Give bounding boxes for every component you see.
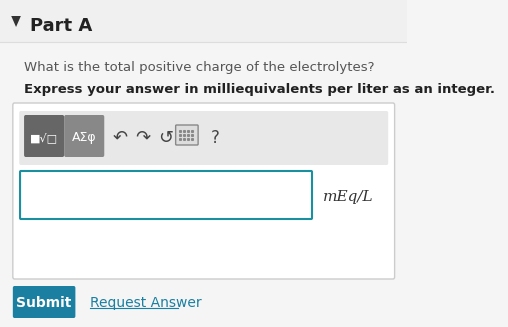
Text: ■√□: ■√□ (30, 133, 58, 143)
Text: Part A: Part A (30, 17, 93, 35)
FancyBboxPatch shape (64, 115, 104, 157)
Polygon shape (11, 16, 21, 27)
Text: ↶: ↶ (113, 129, 128, 147)
FancyBboxPatch shape (24, 115, 64, 157)
Text: ↺: ↺ (157, 129, 173, 147)
FancyBboxPatch shape (176, 125, 198, 145)
FancyBboxPatch shape (19, 111, 388, 165)
Text: AΣφ: AΣφ (72, 131, 97, 145)
FancyBboxPatch shape (20, 171, 312, 219)
Text: What is the total positive charge of the electrolytes?: What is the total positive charge of the… (24, 61, 374, 75)
Text: Submit: Submit (16, 296, 72, 310)
Text: Request Answer: Request Answer (90, 296, 202, 310)
Bar (0, 0, 407, 42)
FancyBboxPatch shape (13, 103, 395, 279)
Text: mEq/L: mEq/L (323, 190, 373, 204)
Text: Express your answer in milliequivalents per liter as an integer.: Express your answer in milliequivalents … (24, 83, 495, 96)
FancyBboxPatch shape (13, 286, 75, 318)
Text: ↷: ↷ (135, 129, 150, 147)
Text: ?: ? (210, 129, 219, 147)
